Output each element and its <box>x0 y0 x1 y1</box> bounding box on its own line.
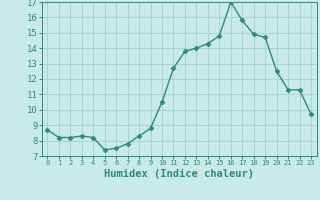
X-axis label: Humidex (Indice chaleur): Humidex (Indice chaleur) <box>104 169 254 179</box>
